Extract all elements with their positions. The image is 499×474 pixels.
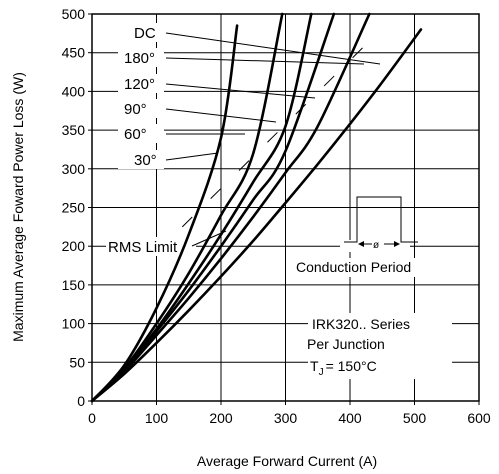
label-background — [118, 124, 164, 143]
y-tick-label: 0 — [77, 393, 85, 409]
label-background — [118, 48, 164, 67]
curve-label-6: 30° — [134, 152, 157, 169]
y-tick-label: 300 — [62, 161, 86, 177]
leader-line-1 — [165, 32, 381, 65]
label-background — [128, 23, 164, 42]
curve-label-1: DC — [134, 25, 156, 42]
leader-line-2 — [165, 57, 365, 65]
x-axis-label: Average Forward Current (A) — [197, 453, 377, 469]
x-tick-label: 300 — [274, 410, 298, 426]
curve-label-5: 60° — [124, 126, 147, 143]
series-line-1 — [90, 28, 423, 403]
leader-line-6 — [165, 152, 219, 161]
series-line-2 — [90, 12, 371, 403]
tj-subscript: J — [319, 367, 324, 378]
y-tick-label: 100 — [62, 316, 86, 332]
x-tick-label: 100 — [145, 410, 169, 426]
label-background — [118, 74, 164, 93]
y-axis-label: Maximum Average Foward Power Loss (W) — [10, 72, 26, 342]
y-tick-label: 250 — [62, 200, 86, 216]
arrowhead-right — [394, 241, 400, 247]
x-tick-label: 600 — [467, 410, 491, 426]
rms-limit-label: RMS Limit — [108, 239, 178, 256]
x-tick-label: 500 — [403, 410, 427, 426]
label-background — [118, 99, 164, 118]
rms-limit-line — [181, 40, 370, 228]
axes: 0 100 200 300 400 500 600 0 50 100 150 200 250 300 350… — [62, 6, 491, 426]
label-background — [308, 313, 452, 379]
curve-label-2: 180° — [124, 50, 155, 67]
conduction-period-label: Conduction Period — [296, 259, 411, 275]
curve-labels: DC 180° 120° 90° 60° 30° RMS Limit — [108, 25, 381, 256]
y-tick-label: 200 — [62, 238, 86, 254]
leader-line-4 — [165, 108, 277, 123]
grid — [92, 14, 479, 401]
tj-value: = 150°C — [326, 358, 377, 374]
y-tick-label: 500 — [62, 6, 86, 22]
label-background — [118, 150, 164, 169]
label-background — [292, 258, 468, 277]
x-tick-label: 0 — [88, 410, 96, 426]
curve-label-4: 90° — [124, 101, 147, 118]
label-background — [340, 240, 410, 252]
per-junction-label: Per Junction — [307, 336, 385, 352]
series-line-5 — [90, 12, 284, 403]
phi-symbol: ø — [373, 240, 379, 251]
series-line-6 — [90, 24, 239, 403]
y-tick-label: 150 — [62, 277, 86, 293]
y-tick-label: 50 — [69, 354, 85, 370]
y-tick-label: 350 — [62, 122, 86, 138]
conduction-waveform — [344, 196, 418, 243]
x-tick-label: 400 — [338, 410, 362, 426]
y-tick-label: 400 — [62, 83, 86, 99]
x-tick-label: 200 — [209, 410, 233, 426]
leader-line-3 — [165, 83, 316, 99]
y-tick-label: 450 — [62, 45, 86, 61]
curve-label-3: 120° — [124, 76, 155, 93]
tj-symbol: T — [310, 358, 319, 374]
series-name-label: IRK320.. Series — [312, 316, 410, 332]
series-lines — [90, 12, 423, 403]
arrowhead-left — [358, 241, 364, 247]
label-background — [106, 237, 196, 256]
rms-limit-leader — [191, 230, 227, 247]
junction-temp-label: TJ = 150°C — [310, 358, 377, 378]
